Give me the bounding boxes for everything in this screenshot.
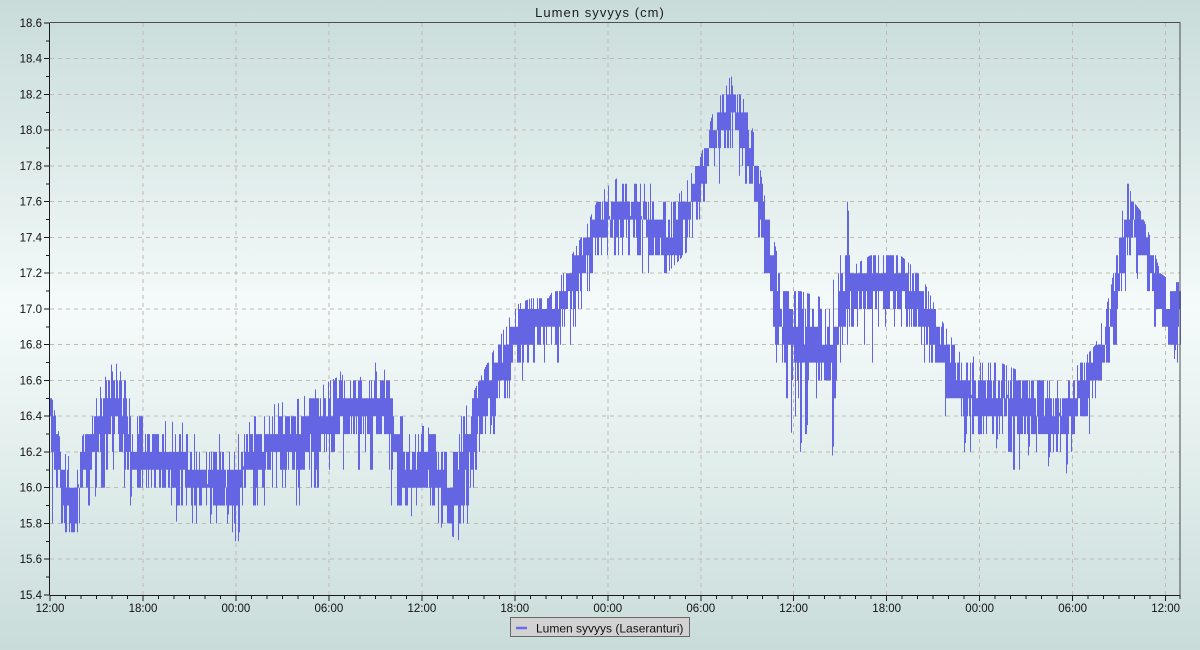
svg-text:18:00: 18:00 [500, 603, 529, 615]
svg-text:16.2: 16.2 [20, 447, 42, 459]
svg-text:16.4: 16.4 [20, 411, 43, 423]
svg-text:17.2: 17.2 [20, 268, 42, 280]
svg-text:12:00: 12:00 [408, 603, 437, 615]
svg-text:12:00: 12:00 [1151, 603, 1180, 615]
svg-text:18.2: 18.2 [20, 90, 42, 102]
svg-text:06:00: 06:00 [315, 603, 344, 615]
svg-text:17.0: 17.0 [20, 304, 42, 316]
svg-text:Lumen syvyys (cm): Lumen syvyys (cm) [535, 5, 665, 20]
svg-text:12:00: 12:00 [779, 603, 808, 615]
svg-text:17.8: 17.8 [20, 161, 42, 173]
svg-text:00:00: 00:00 [965, 603, 994, 615]
svg-text:06:00: 06:00 [1058, 603, 1087, 615]
svg-text:16.0: 16.0 [20, 483, 42, 495]
svg-text:17.4: 17.4 [20, 233, 43, 245]
svg-text:16.8: 16.8 [20, 340, 42, 352]
svg-text:17.6: 17.6 [20, 197, 42, 209]
svg-text:18.4: 18.4 [20, 54, 43, 66]
svg-text:12:00: 12:00 [36, 603, 65, 615]
svg-text:00:00: 00:00 [593, 603, 622, 615]
svg-text:18.0: 18.0 [20, 125, 42, 137]
svg-text:06:00: 06:00 [686, 603, 715, 615]
svg-text:15.6: 15.6 [20, 554, 42, 566]
svg-text:00:00: 00:00 [222, 603, 251, 615]
svg-text:18:00: 18:00 [872, 603, 901, 615]
svg-text:18.6: 18.6 [20, 18, 42, 30]
svg-text:16.6: 16.6 [20, 375, 42, 387]
svg-text:15.4: 15.4 [20, 590, 43, 602]
svg-text:18:00: 18:00 [129, 603, 158, 615]
svg-text:Lumen syvyys (Laseranturi): Lumen syvyys (Laseranturi) [536, 622, 683, 636]
svg-text:15.8: 15.8 [20, 518, 42, 530]
